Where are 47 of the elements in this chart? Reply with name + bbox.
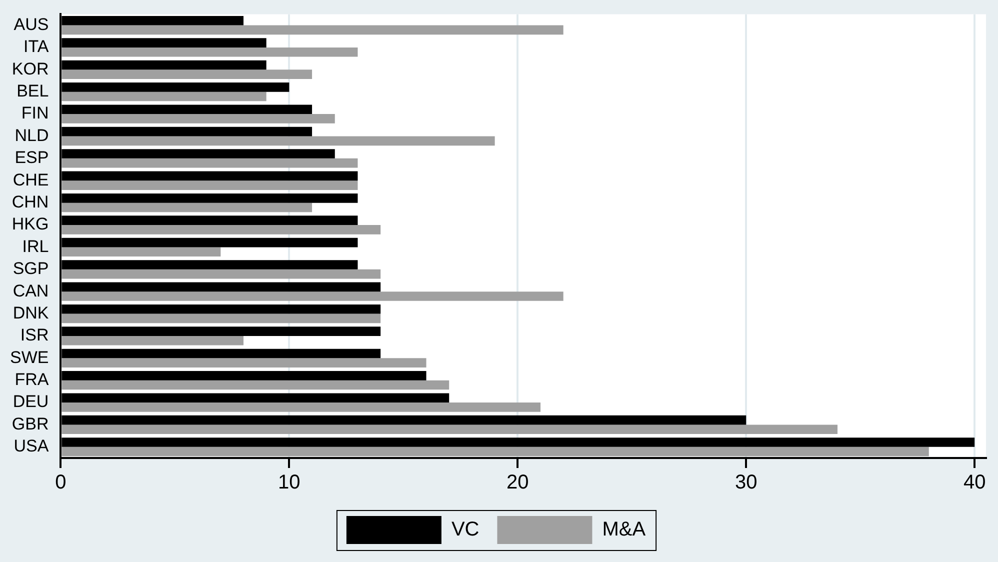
bar: [62, 292, 564, 301]
bar: [62, 70, 312, 79]
bar: [62, 136, 495, 146]
y-tick-label: AUS: [14, 14, 49, 34]
x-tick-label: 0: [55, 472, 66, 494]
y-tick-label: USA: [14, 436, 50, 456]
legend-label: M&A: [602, 518, 646, 541]
bar: [62, 358, 426, 368]
legend-label: VC: [451, 518, 480, 541]
bar: [62, 47, 358, 57]
y-tick-label: SGP: [12, 259, 49, 278]
bar: [62, 269, 381, 279]
y-tick-label: KOR: [12, 59, 49, 78]
bar: [62, 247, 221, 257]
bar: [62, 202, 312, 212]
y-tick-label: ESP: [14, 148, 49, 168]
y-tick-label: CHE: [12, 170, 49, 190]
y-tick-label: DEU: [12, 392, 49, 412]
x-tick-label: 30: [734, 472, 758, 494]
bar: [62, 225, 381, 234]
bar: [62, 92, 266, 102]
x-tick-label: 20: [506, 472, 529, 494]
bar: [62, 25, 564, 35]
bar: [62, 380, 450, 390]
bar: [62, 424, 838, 434]
y-tick-label: DNK: [12, 303, 50, 322]
bar: [62, 314, 381, 324]
y-tick-label: FIN: [21, 104, 49, 123]
y-tick-label: GBR: [12, 414, 49, 434]
y-tick-label: IRL: [22, 236, 49, 256]
bar: [62, 158, 358, 168]
x-tick-label: 40: [963, 472, 986, 494]
bar: [62, 114, 335, 124]
bar: [62, 402, 540, 412]
y-tick-label: ITA: [24, 37, 50, 56]
y-tick-label: CAN: [12, 281, 49, 300]
y-tick-label: FRA: [14, 370, 50, 390]
y-tick-label: NLD: [14, 126, 49, 145]
bar: [62, 180, 358, 190]
y-tick-label: BEL: [16, 82, 49, 101]
bar: [62, 336, 244, 346]
y-tick-label: SWE: [10, 348, 49, 367]
bar: [62, 446, 929, 456]
x-tick-label: 10: [278, 472, 300, 494]
y-tick-label: ISR: [20, 326, 49, 345]
y-tick-label: HKG: [12, 214, 49, 234]
y-tick-label: CHN: [12, 192, 49, 212]
